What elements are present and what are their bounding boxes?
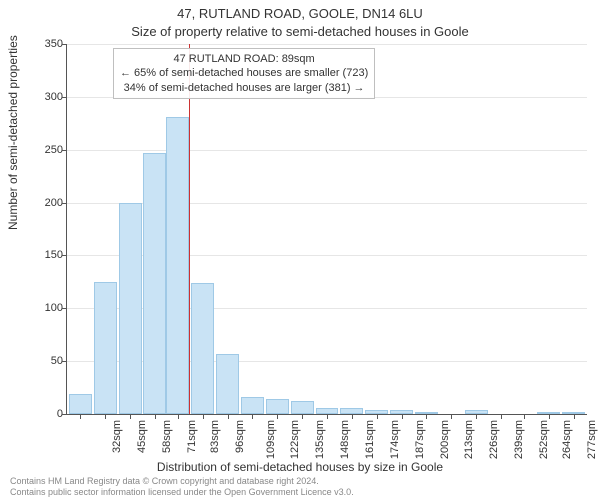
x-tick-label: 109sqm <box>265 420 277 459</box>
histogram-bar <box>166 117 189 414</box>
x-tick-mark <box>80 414 81 419</box>
y-tick-label: 250 <box>29 144 63 156</box>
x-tick-mark <box>155 414 156 419</box>
chart-title-line1: 47, RUTLAND ROAD, GOOLE, DN14 6LU <box>0 6 600 21</box>
x-tick-label: 252sqm <box>538 420 550 459</box>
x-tick-label: 96sqm <box>234 420 246 453</box>
y-tick-mark <box>62 97 67 98</box>
x-tick-mark <box>327 414 328 419</box>
x-tick-label: 161sqm <box>364 420 376 459</box>
x-tick-mark <box>524 414 525 419</box>
x-tick-label: 71sqm <box>186 420 198 453</box>
chart-title-line2: Size of property relative to semi-detach… <box>0 24 600 39</box>
histogram-bar <box>191 283 214 414</box>
y-tick-mark <box>62 414 67 415</box>
x-tick-label: 239sqm <box>513 420 525 459</box>
x-tick-label: 32sqm <box>111 420 123 453</box>
histogram-bar <box>119 203 142 414</box>
footer-attribution: Contains HM Land Registry data © Crown c… <box>10 476 354 498</box>
histogram-bar <box>241 397 264 414</box>
x-tick-mark <box>574 414 575 419</box>
reference-line <box>189 44 190 414</box>
x-tick-mark <box>203 414 204 419</box>
x-tick-label: 83sqm <box>209 420 221 453</box>
annotation-line3: 34% of semi-detached houses are larger (… <box>120 81 368 95</box>
y-tick-mark <box>62 255 67 256</box>
x-tick-mark <box>178 414 179 419</box>
y-tick-label: 200 <box>29 197 63 209</box>
x-tick-label: 58sqm <box>161 420 173 453</box>
y-tick-label: 100 <box>29 302 63 314</box>
histogram-bar <box>291 401 314 414</box>
y-tick-label: 150 <box>29 249 63 261</box>
x-tick-mark <box>402 414 403 419</box>
y-tick-mark <box>62 44 67 45</box>
y-tick-label: 0 <box>29 408 63 420</box>
x-tick-label: 213sqm <box>464 420 476 459</box>
histogram-bar <box>216 354 239 414</box>
x-tick-label: 200sqm <box>439 420 451 459</box>
x-tick-mark <box>105 414 106 419</box>
y-tick-mark <box>62 150 67 151</box>
x-tick-label: 135sqm <box>314 420 326 459</box>
x-tick-mark <box>451 414 452 419</box>
y-axis-label: Number of semi-detached properties <box>6 35 20 230</box>
y-tick-mark <box>62 308 67 309</box>
x-tick-mark <box>130 414 131 419</box>
x-tick-label: 187sqm <box>414 420 426 459</box>
y-tick-label: 300 <box>29 91 63 103</box>
y-tick-label: 50 <box>29 355 63 367</box>
histogram-bar <box>143 153 166 414</box>
x-tick-label: 226sqm <box>488 420 500 459</box>
annotation-line1: 47 RUTLAND ROAD: 89sqm <box>120 52 368 66</box>
x-tick-label: 122sqm <box>290 420 302 459</box>
y-tick-mark <box>62 361 67 362</box>
x-axis-label: Distribution of semi-detached houses by … <box>0 460 600 474</box>
x-tick-label: 45sqm <box>136 420 148 453</box>
x-tick-mark <box>549 414 550 419</box>
gridline-h <box>67 150 587 151</box>
histogram-bar <box>94 282 117 414</box>
x-tick-mark <box>277 414 278 419</box>
x-tick-label: 148sqm <box>339 420 351 459</box>
y-tick-label: 350 <box>29 38 63 50</box>
x-tick-mark <box>476 414 477 419</box>
plot-area: 05010015020025030035032sqm45sqm58sqm71sq… <box>66 44 587 415</box>
x-tick-label: 277sqm <box>586 420 598 459</box>
x-tick-mark <box>228 414 229 419</box>
x-tick-label: 174sqm <box>389 420 401 459</box>
chart-container: 47, RUTLAND ROAD, GOOLE, DN14 6LU Size o… <box>0 0 600 500</box>
x-tick-mark <box>426 414 427 419</box>
x-tick-mark <box>252 414 253 419</box>
x-tick-mark <box>352 414 353 419</box>
x-tick-mark <box>377 414 378 419</box>
y-tick-mark <box>62 203 67 204</box>
footer-line1: Contains HM Land Registry data © Crown c… <box>10 476 354 487</box>
histogram-bar <box>266 399 289 414</box>
x-tick-mark <box>501 414 502 419</box>
gridline-h <box>67 44 587 45</box>
annotation-line2: ← 65% of semi-detached houses are smalle… <box>120 66 368 80</box>
histogram-bar <box>69 394 92 414</box>
footer-line2: Contains public sector information licen… <box>10 487 354 498</box>
x-tick-label: 264sqm <box>561 420 573 459</box>
annotation-box: 47 RUTLAND ROAD: 89sqm ← 65% of semi-det… <box>113 48 375 99</box>
x-tick-mark <box>302 414 303 419</box>
